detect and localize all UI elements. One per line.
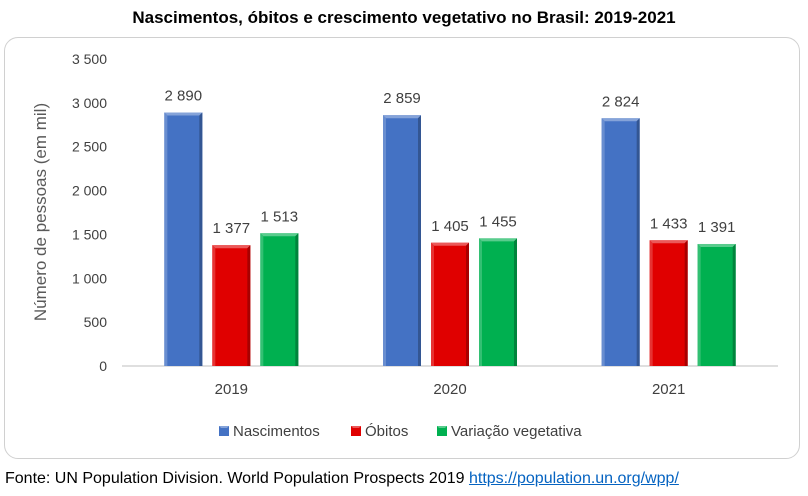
bar (260, 233, 299, 366)
bar-bevel-left (431, 242, 434, 366)
bar (697, 243, 736, 366)
legend-swatch-bevel (437, 426, 447, 428)
legend-swatch-bevel (351, 426, 361, 428)
bar-bevel-right (732, 243, 736, 366)
x-tick-label: 2019 (215, 381, 248, 398)
bar (649, 240, 688, 366)
bar-bevel-right (295, 233, 299, 366)
legend-label: Óbitos (365, 423, 408, 440)
bar-bevel-left (383, 115, 386, 366)
bar-bevel-right (418, 115, 421, 366)
y-tick-label: 2 500 (72, 139, 107, 155)
bar-bevel-top (697, 243, 736, 247)
bar-bevel-top (383, 115, 421, 119)
chart-title: Nascimentos, óbitos e crescimento vegeta… (132, 8, 676, 27)
data-label: 2 859 (383, 90, 421, 107)
data-label: 1 433 (650, 215, 688, 232)
bar-bevel-left (697, 243, 701, 366)
bar-bevel-top (164, 112, 203, 116)
legend-swatch (351, 426, 361, 436)
bar-bevel-right (199, 112, 203, 367)
bar-bevel-left (164, 112, 168, 367)
data-label: 1 391 (698, 219, 736, 236)
legend-label: Nascimentos (233, 423, 320, 440)
bar (479, 238, 517, 366)
x-tick-label: 2021 (652, 381, 685, 398)
bar (601, 118, 640, 366)
bar (212, 245, 251, 366)
y-axis-title: Número de pessoas (em mil) (31, 103, 50, 321)
bar-bevel-right (247, 245, 251, 366)
bar (164, 112, 203, 367)
legend-swatch (219, 426, 229, 436)
legend-swatch (437, 426, 447, 436)
y-tick-label: 0 (99, 358, 107, 374)
bar-bevel-left (649, 240, 653, 366)
data-label: 2 824 (602, 93, 640, 110)
bar-bevel-left (260, 233, 264, 366)
bar-bevel-top (649, 240, 688, 244)
y-tick-label: 500 (84, 314, 108, 330)
data-label: 2 890 (165, 88, 203, 105)
bar-bevel-right (514, 238, 517, 366)
data-label: 1 455 (479, 213, 517, 230)
x-tick-label: 2020 (433, 381, 466, 398)
y-tick-label: 2 000 (72, 183, 107, 199)
data-label: 1 377 (213, 220, 251, 237)
data-label: 1 513 (261, 208, 299, 225)
bar-bevel-top (601, 118, 640, 122)
bar-chart: 0 500 1 000 1 500 2 000 2 500 3 000 3 500 Número… (31, 51, 778, 440)
y-tick-label: 1 000 (72, 270, 107, 286)
bar-bevel-left (479, 238, 482, 366)
data-label: 1 405 (431, 218, 469, 235)
bar-bevel-top (479, 238, 517, 242)
bar (383, 115, 421, 366)
y-tick-label: 3 500 (72, 51, 107, 67)
source-note: Fonte: UN Population Division. World Pop… (5, 470, 679, 488)
bar-bevel-right (636, 118, 640, 366)
bar-bevel-left (601, 118, 605, 366)
bar-bevel-top (431, 242, 469, 246)
y-tick-label: 1 500 (72, 226, 107, 242)
source-text: Fonte: UN Population Division. World Pop… (5, 470, 465, 487)
legend-swatch-bevel (219, 426, 229, 428)
bar-bevel-top (212, 245, 251, 249)
bar-bevel-top (260, 233, 299, 237)
source-link[interactable]: https://population.un.org/wpp/ (468, 470, 679, 487)
bar (431, 242, 469, 366)
bar-bevel-right (684, 240, 688, 366)
y-tick-label: 3 000 (72, 95, 107, 111)
bar-bevel-right (466, 242, 469, 366)
legend-label: Variação vegetativa (451, 423, 582, 440)
bar-bevel-left (212, 245, 216, 366)
